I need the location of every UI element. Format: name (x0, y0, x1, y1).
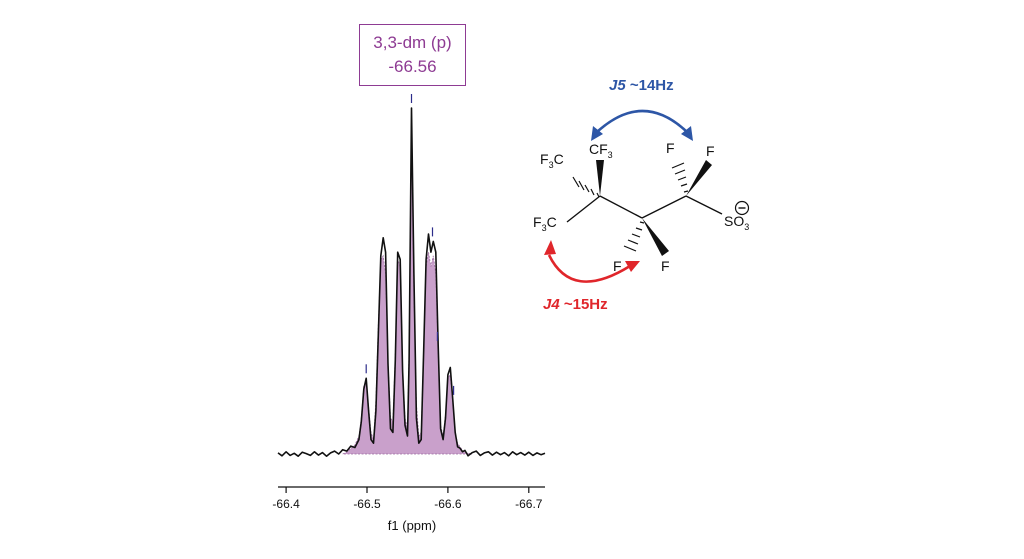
molecule-labels: CF3 F3C F3C F F F F SO3 (533, 140, 749, 274)
hash-bond (671, 162, 689, 193)
f-bottom-left-label: F (613, 258, 622, 274)
f-bottom-right-label: F (661, 258, 670, 274)
f-top-right-label: F (706, 143, 715, 159)
cf3-top-label: CF3 (589, 141, 613, 160)
x-tick-label: -66.7 (515, 497, 543, 511)
molecule-structure (566, 160, 723, 256)
wedge-bond (686, 160, 712, 196)
arrowhead-icon (681, 126, 693, 141)
j4-coupling-arrow (547, 254, 631, 283)
peak-shift-label: -66.56 (388, 57, 437, 76)
negative-charge-icon (734, 200, 750, 216)
f3c-lower-label: F3C (533, 214, 557, 233)
arrowhead-icon (625, 261, 640, 272)
x-axis-label: f1 (ppm) (388, 518, 436, 533)
f3c-upper-label: F3C (540, 151, 564, 170)
f-top-left-label: F (666, 140, 675, 156)
wedge-bond (596, 160, 604, 196)
arrowhead-icon (544, 240, 556, 255)
wedge-bond (642, 218, 669, 256)
coupling-arrows (544, 109, 693, 283)
bond (566, 195, 601, 223)
bond (641, 195, 687, 219)
j4-coupling-label: J4 ~15Hz (543, 296, 608, 313)
peak-annotation-box: 3,3-dm (p) -66.56 (359, 24, 466, 86)
j5-coupling-label: J5 ~14Hz (609, 77, 674, 94)
x-tick-label: -66.4 (272, 497, 300, 511)
x-ticks: -66.4 -66.5 -66.6 -66.7 (272, 487, 543, 511)
nmr-spectrum (277, 94, 546, 457)
hash-bond (623, 221, 645, 252)
arrowhead-icon (591, 126, 603, 141)
x-tick-label: -66.6 (434, 497, 462, 511)
peak-multiplicity-label: 3,3-dm (p) (373, 33, 452, 52)
experimental-spectrum-line (277, 107, 546, 457)
x-tick-label: -66.5 (353, 497, 381, 511)
so3-label: SO3 (724, 213, 749, 232)
j5-coupling-arrow (596, 109, 688, 133)
bond (599, 195, 643, 219)
hash-bond (572, 176, 600, 198)
x-axis: -66.4 -66.5 -66.6 -66.7 f1 (ppm) (272, 486, 545, 533)
peak-markers (365, 94, 455, 395)
bond (685, 195, 723, 215)
